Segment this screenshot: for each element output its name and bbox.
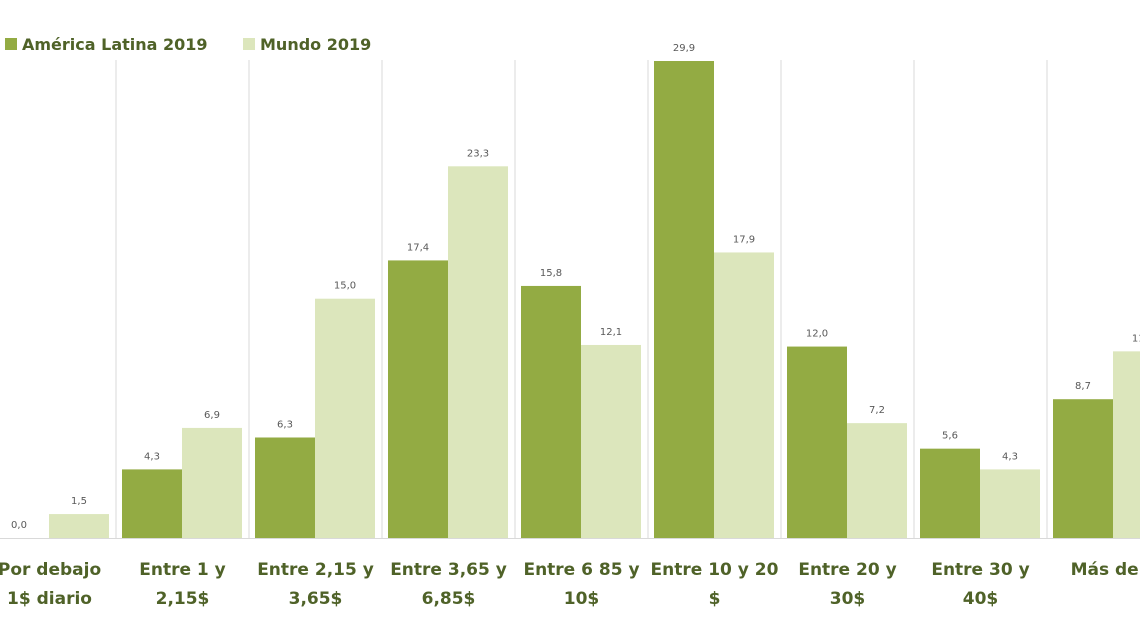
data-label: 29,9 [673, 43, 695, 54]
bar-mundo [49, 514, 109, 538]
x-tick-label: 2,15$ [156, 589, 210, 609]
x-tick-label: Entre 30 y [931, 560, 1029, 580]
x-tick-label: Entre 2,15 y [257, 560, 374, 580]
x-tick-label: 1$ diario [7, 589, 92, 609]
x-tick-label: Entre 20 y [798, 560, 896, 580]
data-label: 5,6 [942, 431, 958, 442]
bar-america-latina [521, 285, 581, 538]
data-label: 12,0 [806, 329, 828, 340]
x-tick-label: 30$ [830, 589, 866, 609]
data-label: 0,0 [11, 520, 27, 531]
bar-america-latina [654, 61, 714, 538]
bar-mundo [714, 252, 774, 539]
x-tick-label: Entre 10 y 20 [651, 560, 779, 580]
bar-america-latina [122, 469, 182, 538]
data-label: 6,9 [204, 410, 220, 421]
legend-swatch [243, 38, 255, 50]
bar-america-latina [920, 448, 980, 538]
legend-label: América Latina 2019 [22, 35, 208, 54]
x-tick-label: 40$ [963, 589, 999, 609]
bar-mundo [581, 344, 641, 538]
bar-mundo [1113, 351, 1140, 538]
bar-america-latina [388, 260, 448, 538]
data-label: 8,7 [1075, 381, 1091, 392]
data-label: 15,0 [334, 281, 356, 292]
data-label: 17,4 [407, 242, 429, 253]
x-tick-label: 3,65$ [289, 589, 343, 609]
x-tick-label: Más de 4 [1071, 560, 1140, 580]
legend-swatch [5, 38, 17, 50]
data-label: 6,3 [277, 419, 293, 430]
bar-mundo [182, 427, 242, 538]
x-tick-label: $ [709, 589, 721, 609]
data-label: 23,3 [467, 148, 489, 159]
x-tick-label: Entre 6 85 y [523, 560, 639, 580]
legend-label: Mundo 2019 [260, 35, 371, 54]
bar-america-latina [787, 346, 847, 538]
x-tick-label: Entre 3,65 y [390, 560, 507, 580]
x-tick-label: 6,85$ [422, 589, 476, 609]
bar-america-latina [255, 437, 315, 538]
bar-mundo [980, 469, 1040, 538]
x-tick-label: 10$ [564, 589, 600, 609]
bar-mundo [847, 423, 907, 538]
data-label: 15,8 [540, 268, 562, 279]
x-tick-label: Entre 1 y [139, 560, 226, 580]
data-label: 11,7 [1132, 333, 1140, 344]
data-label: 1,5 [71, 496, 87, 507]
data-label: 7,2 [869, 405, 885, 416]
x-tick-label: Por debajo [0, 560, 101, 580]
data-label: 4,3 [1002, 451, 1018, 462]
data-label: 17,9 [733, 234, 755, 245]
bar-mundo [448, 166, 508, 539]
bar-mundo [315, 298, 375, 538]
bar-america-latina [1053, 399, 1113, 538]
data-label: 12,1 [600, 327, 622, 338]
data-label: 4,3 [144, 451, 160, 462]
